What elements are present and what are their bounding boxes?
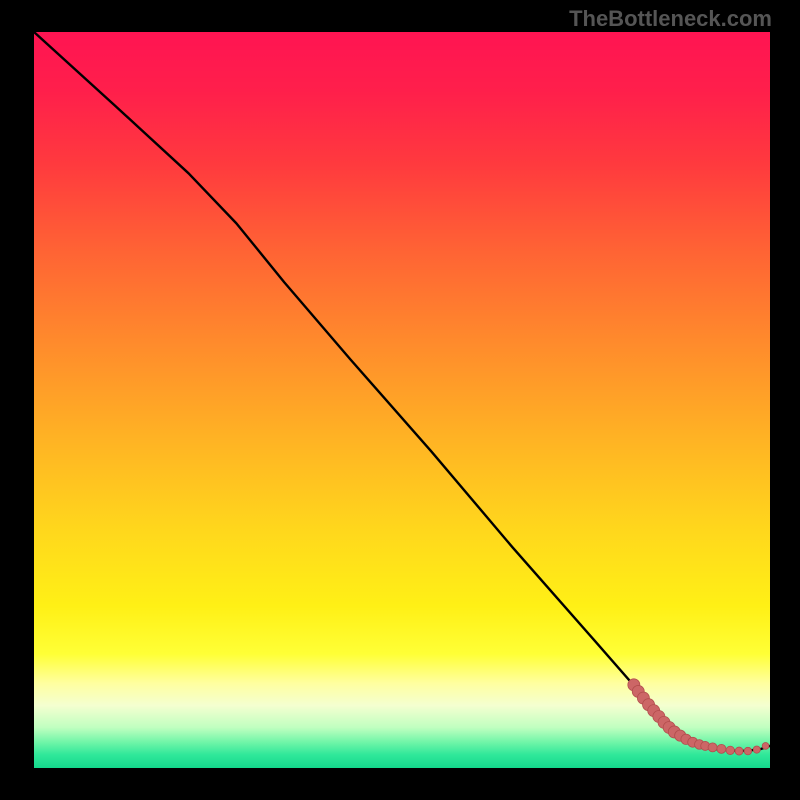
data-marker <box>735 747 743 755</box>
plot-area <box>34 32 770 768</box>
watermark-text: TheBottleneck.com <box>569 6 772 32</box>
data-marker <box>726 746 734 754</box>
data-marker <box>708 743 717 752</box>
data-marker <box>753 746 760 753</box>
bottleneck-curve <box>34 32 770 751</box>
data-marker <box>744 747 752 755</box>
chart-svg <box>34 32 770 768</box>
data-marker <box>717 744 726 753</box>
data-marker <box>762 743 769 750</box>
stage: TheBottleneck.com <box>0 0 800 800</box>
